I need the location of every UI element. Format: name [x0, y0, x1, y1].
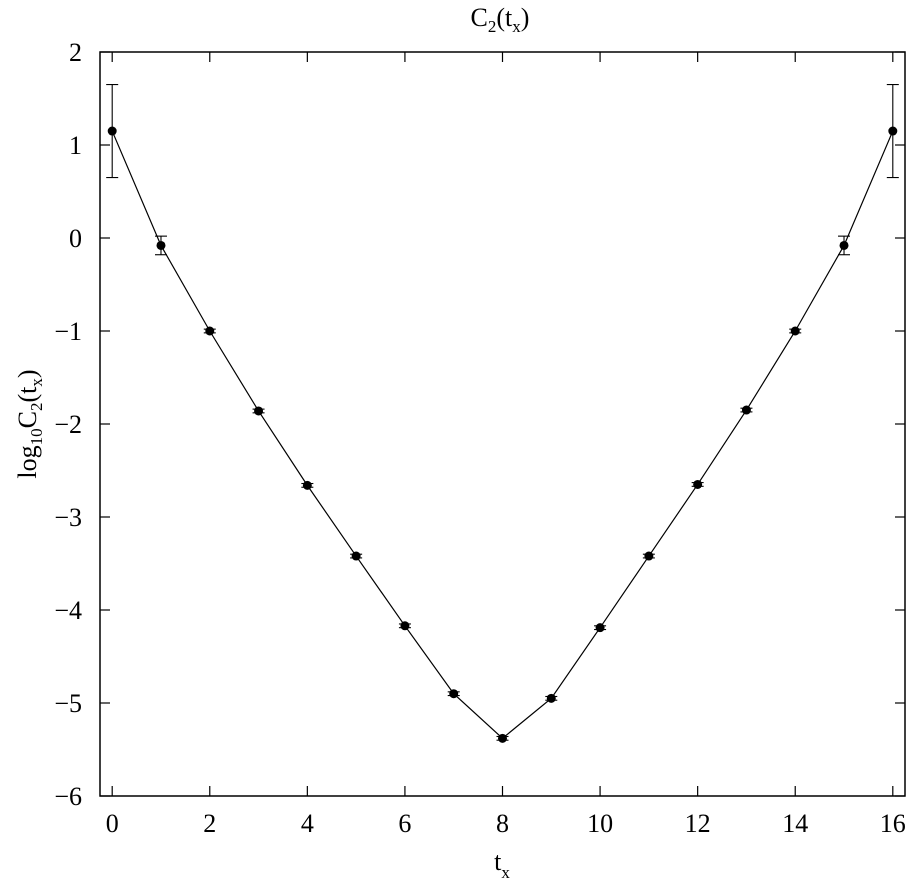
- data-point: [351, 551, 361, 561]
- y-tick-label: −3: [54, 503, 82, 532]
- data-point: [839, 240, 849, 250]
- x-tick-label: 16: [880, 809, 906, 838]
- x-tick-label: 12: [685, 809, 711, 838]
- data-point: [205, 326, 215, 336]
- y-tick-label: −2: [54, 410, 82, 439]
- y-tick-label: 1: [69, 131, 82, 160]
- data-point: [254, 406, 264, 416]
- plot-frame: [99, 51, 906, 797]
- data-point: [741, 405, 751, 415]
- data-point: [693, 479, 703, 489]
- y-tick-label: 2: [69, 38, 82, 67]
- y-axis-label: log10C2(tx): [13, 369, 46, 478]
- data-point: [156, 240, 166, 250]
- data-points: [107, 126, 898, 743]
- y-tick-label: −4: [54, 596, 82, 625]
- data-point: [546, 693, 556, 703]
- data-point: [790, 326, 800, 336]
- error-bars: [106, 84, 899, 741]
- x-tick-label: 4: [301, 809, 314, 838]
- data-point: [595, 623, 605, 633]
- x-tick-labels: 0 2 4 6 8 10 12 14 16: [106, 809, 906, 838]
- y-tick-label: −5: [54, 689, 82, 718]
- series-line: [111, 130, 894, 740]
- data-point: [107, 126, 117, 136]
- x-tick-label: 10: [587, 809, 613, 838]
- data-point: [644, 551, 654, 561]
- x-tick-label: 6: [398, 809, 411, 838]
- data-point: [449, 689, 459, 699]
- x-tick-label: 2: [203, 809, 216, 838]
- y-tick-labels: 2 1 0 −1 −2 −3 −4 −5 −6: [54, 38, 82, 811]
- chart-title: C2(tx): [471, 3, 530, 36]
- x-tick-label: 14: [782, 809, 808, 838]
- axis-ticks: [100, 51, 905, 797]
- y-tick-label: −1: [54, 317, 82, 346]
- data-point: [888, 126, 898, 136]
- data-point: [400, 621, 410, 631]
- data-point: [302, 480, 312, 490]
- y-tick-label: 0: [69, 224, 82, 253]
- x-tick-label: 8: [496, 809, 509, 838]
- data-point: [498, 733, 507, 743]
- x-tick-label: 0: [106, 809, 119, 838]
- x-axis-label: tx: [494, 847, 510, 882]
- y-tick-label: −6: [54, 782, 82, 811]
